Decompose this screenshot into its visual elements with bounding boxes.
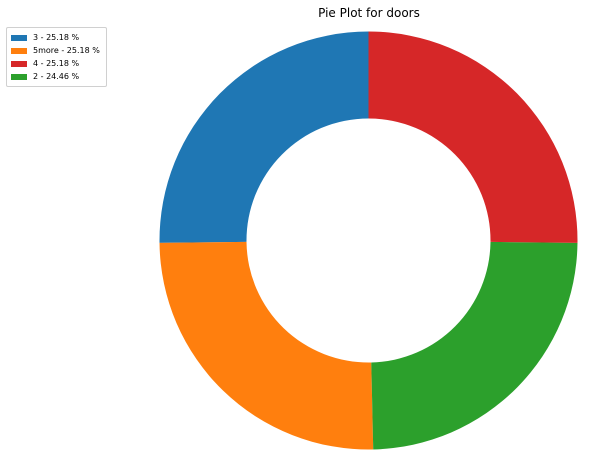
donut-slices [159,31,578,450]
legend-swatch-5more [11,47,27,54]
legend-label-2: 2 - 24.46 % [33,72,80,81]
legend-label-3: 3 - 25.18 % [33,33,80,42]
legend: 3 - 25.18 % 5more - 25.18 % 4 - 25.18 % … [6,27,107,87]
chart-title: Pie Plot for doors [318,6,420,20]
legend-swatch-2 [11,73,27,80]
legend-item-2: 2 - 24.46 % [11,70,100,83]
slice-4 [368,31,578,243]
legend-label-4: 4 - 25.18 % [33,59,80,68]
legend-item-5more: 5more - 25.18 % [11,44,100,57]
legend-label-5more: 5more - 25.18 % [33,46,100,55]
slice-5more [159,241,374,450]
legend-swatch-3 [11,34,27,41]
legend-item-4: 4 - 25.18 % [11,57,100,70]
legend-swatch-4 [11,60,27,67]
slice-2 [371,241,578,450]
slice-3 [159,31,369,243]
legend-item-3: 3 - 25.18 % [11,31,100,44]
